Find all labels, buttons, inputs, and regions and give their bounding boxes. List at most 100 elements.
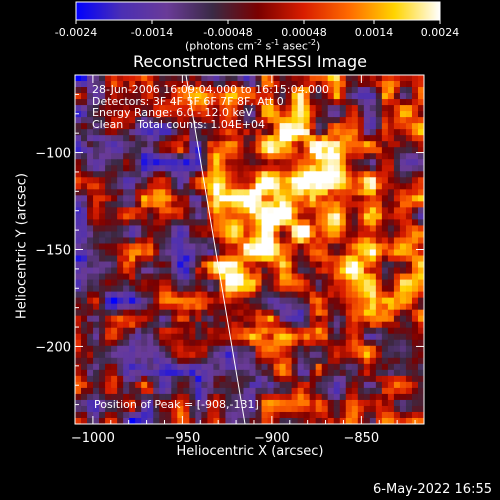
heatmap-cell bbox=[375, 327, 383, 335]
heatmap-cell bbox=[351, 111, 359, 118]
heatmap-cell bbox=[93, 363, 100, 371]
heatmap-cell bbox=[291, 381, 299, 389]
heatmap-cell bbox=[321, 81, 329, 88]
heatmap-cell bbox=[261, 81, 269, 88]
heatmap-cell bbox=[363, 297, 371, 305]
heatmap-cell bbox=[405, 159, 413, 166]
heatmap-cell bbox=[135, 81, 142, 88]
heatmap-cell bbox=[129, 411, 136, 419]
heatmap-cell bbox=[105, 87, 112, 94]
heatmap-cell bbox=[261, 387, 269, 395]
heatmap-cell bbox=[255, 123, 263, 130]
heatmap-cell bbox=[255, 393, 263, 401]
heatmap-cell bbox=[237, 195, 244, 202]
heatmap-cell bbox=[357, 291, 365, 299]
heatmap-cell bbox=[159, 327, 166, 335]
heatmap-cell bbox=[93, 285, 100, 293]
heatmap-cell bbox=[363, 237, 371, 244]
heatmap-cell bbox=[99, 405, 106, 413]
heatmap-cell bbox=[213, 153, 220, 160]
heatmap-cell bbox=[105, 237, 112, 244]
heatmap-cell bbox=[75, 405, 82, 413]
heatmap-cell bbox=[153, 147, 160, 154]
heatmap-cell bbox=[399, 189, 407, 196]
heatmap-cell bbox=[351, 291, 359, 299]
heatmap-cell bbox=[237, 177, 244, 184]
heatmap-cell bbox=[183, 153, 190, 160]
heatmap-cell bbox=[369, 321, 377, 329]
heatmap-cell bbox=[255, 327, 263, 335]
heatmap-cell bbox=[105, 357, 112, 365]
heatmap-cell bbox=[189, 141, 196, 148]
heatmap-cell bbox=[141, 111, 148, 118]
heatmap-cell bbox=[201, 195, 208, 202]
heatmap-cell bbox=[267, 165, 275, 172]
heatmap-cell bbox=[405, 189, 413, 196]
heatmap-cell bbox=[315, 309, 323, 317]
heatmap-cell bbox=[381, 189, 389, 196]
heatmap-cell bbox=[93, 165, 100, 172]
heatmap-cell bbox=[333, 75, 341, 82]
heatmap-cell bbox=[165, 117, 172, 124]
heatmap-cell bbox=[123, 129, 130, 136]
heatmap-cell bbox=[291, 267, 299, 275]
heatmap-cell bbox=[279, 387, 287, 395]
heatmap-cell bbox=[393, 237, 401, 244]
heatmap-cell bbox=[231, 339, 238, 347]
heatmap-cell bbox=[411, 327, 419, 335]
heatmap-cell bbox=[237, 87, 244, 94]
heatmap-cell bbox=[219, 327, 226, 335]
heatmap-cell bbox=[315, 207, 323, 214]
heatmap-cell bbox=[303, 207, 311, 214]
heatmap-cell bbox=[165, 381, 172, 389]
heatmap-cell bbox=[249, 333, 257, 341]
heatmap-cell bbox=[399, 177, 407, 184]
heatmap-cell bbox=[327, 141, 335, 148]
heatmap-cell bbox=[99, 321, 106, 329]
heatmap-cell bbox=[309, 297, 317, 305]
heatmap-cell bbox=[231, 273, 238, 281]
heatmap-cell bbox=[171, 75, 178, 82]
heatmap-cell bbox=[267, 111, 275, 118]
heatmap-cell bbox=[123, 171, 130, 178]
heatmap-cell bbox=[159, 369, 166, 377]
heatmap-cell bbox=[255, 339, 263, 347]
heatmap-cell bbox=[363, 213, 371, 220]
heatmap-cell bbox=[153, 81, 160, 88]
heatmap-cell bbox=[81, 279, 88, 287]
heatmap-cell bbox=[123, 297, 130, 305]
heatmap-cell bbox=[321, 171, 329, 178]
heatmap-cell bbox=[309, 243, 317, 250]
heatmap-cell bbox=[87, 357, 94, 365]
heatmap-cell bbox=[135, 369, 142, 377]
heatmap-cell bbox=[141, 255, 148, 263]
heatmap-cell bbox=[183, 111, 190, 118]
heatmap-cell bbox=[117, 381, 124, 389]
heatmap-cell bbox=[339, 141, 347, 148]
heatmap-cell bbox=[345, 357, 353, 365]
heatmap-cell bbox=[243, 99, 250, 106]
heatmap-cell bbox=[339, 369, 347, 377]
heatmap-cell bbox=[279, 141, 287, 148]
heatmap-cell bbox=[147, 381, 154, 389]
heatmap-cell bbox=[291, 129, 299, 136]
heatmap-cell bbox=[321, 357, 329, 365]
heatmap-cell bbox=[393, 393, 401, 401]
heatmap-cell bbox=[345, 213, 353, 220]
heatmap-cell bbox=[111, 291, 118, 299]
heatmap-cell bbox=[243, 87, 250, 94]
x-tick-label: −950 bbox=[165, 431, 201, 446]
heatmap-cell bbox=[117, 153, 124, 160]
heatmap-cell bbox=[261, 363, 269, 371]
heatmap-cell bbox=[405, 375, 413, 383]
heatmap-cell bbox=[171, 309, 178, 317]
heatmap-cell bbox=[303, 183, 311, 190]
heatmap-cell bbox=[363, 369, 371, 377]
heatmap-cell bbox=[105, 243, 112, 250]
heatmap-cell bbox=[195, 393, 202, 401]
heatmap-cell bbox=[123, 141, 130, 148]
heatmap-cell bbox=[243, 357, 250, 365]
heatmap-cell bbox=[327, 327, 335, 335]
heatmap-cell bbox=[273, 201, 281, 208]
heatmap-cell bbox=[249, 381, 257, 389]
